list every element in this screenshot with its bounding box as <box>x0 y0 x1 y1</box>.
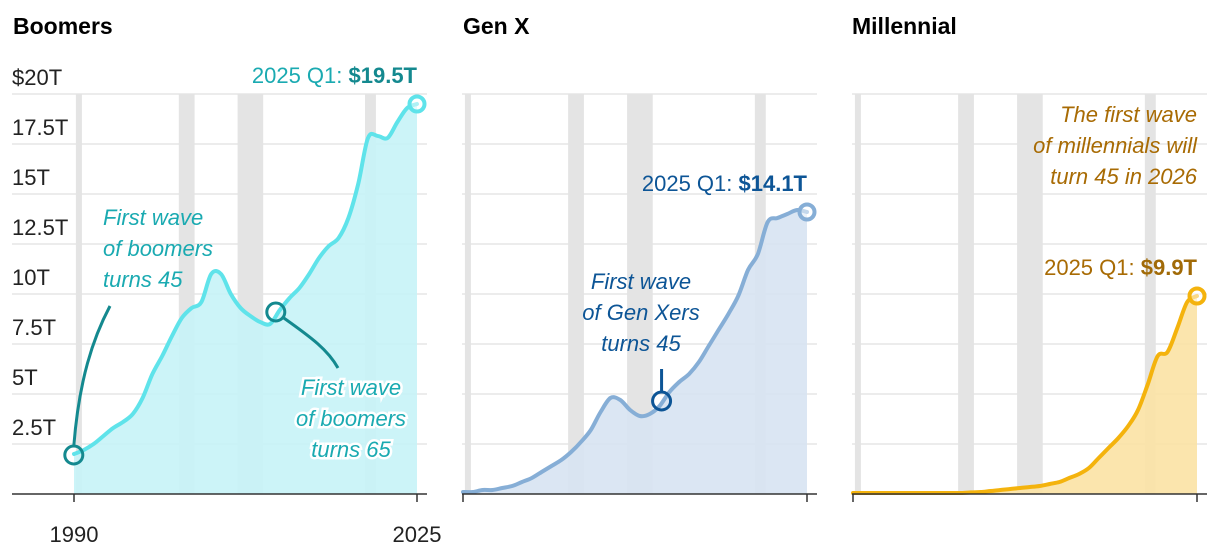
recession-band <box>568 94 584 494</box>
y-tick-label: 5T <box>12 365 38 390</box>
y-tick-label: 17.5T <box>12 115 68 140</box>
annotation-leader-line <box>282 316 340 369</box>
y-tick-label: $20T <box>12 65 62 90</box>
panel-0 <box>12 93 427 502</box>
annotation-text: turn 45 in 2026 <box>1050 164 1198 189</box>
y-tick-label: 7.5T <box>12 315 56 340</box>
panel-2 <box>851 93 1207 502</box>
x-tick-label: 2025 <box>393 522 442 547</box>
area-fill <box>853 296 1197 494</box>
recession-band <box>958 94 974 494</box>
area-fill <box>463 209 807 495</box>
panel-1 <box>461 93 817 502</box>
annotation-text: turns 65 <box>311 437 391 462</box>
x-tick-label: 1990 <box>50 522 99 547</box>
annotation-text: The first wave <box>1060 102 1197 127</box>
series-line <box>72 102 419 456</box>
annotation-text: turns 45 <box>103 267 183 292</box>
y-tick-label: 12.5T <box>12 215 68 240</box>
series-line <box>461 207 809 495</box>
annotation-text: First wave <box>301 375 401 400</box>
panel-title-gen-x: Gen X <box>463 13 530 39</box>
end-point-marker <box>407 94 427 114</box>
recession-band <box>1144 94 1156 494</box>
annotation-text: First wave <box>591 269 691 294</box>
recession-band <box>1017 94 1043 494</box>
y-tick-label: 10T <box>12 265 50 290</box>
annotation-marker <box>265 301 287 323</box>
annotation-text: of millennials will <box>1033 133 1198 158</box>
annotation-text: turns 45 <box>601 331 681 356</box>
series-line <box>851 294 1199 496</box>
end-point-marker <box>1187 286 1207 306</box>
end-value-label-boomers: 2025 Q1: $19.5T <box>252 63 418 88</box>
annotation-text: of Gen Xers <box>582 300 699 325</box>
annotation-text: First wave <box>103 205 203 230</box>
panel-title-boomers: Boomers <box>13 13 113 39</box>
area-fill <box>74 104 417 494</box>
end-point-marker <box>797 202 817 222</box>
y-tick-label: 2.5T <box>12 415 56 440</box>
annotation-text: of boomers <box>296 406 406 431</box>
annotation-marker <box>63 444 85 466</box>
panel-title-millennial: Millennial <box>852 13 957 39</box>
annotation-leader-line <box>72 305 112 447</box>
y-tick-label: 15T <box>12 165 50 190</box>
end-value-label-millennial: 2025 Q1: $9.9T <box>1044 255 1197 280</box>
end-value-label-gen-x: 2025 Q1: $14.1T <box>642 171 808 196</box>
annotation-text: of boomers <box>103 236 213 261</box>
annotation-marker <box>651 390 673 412</box>
